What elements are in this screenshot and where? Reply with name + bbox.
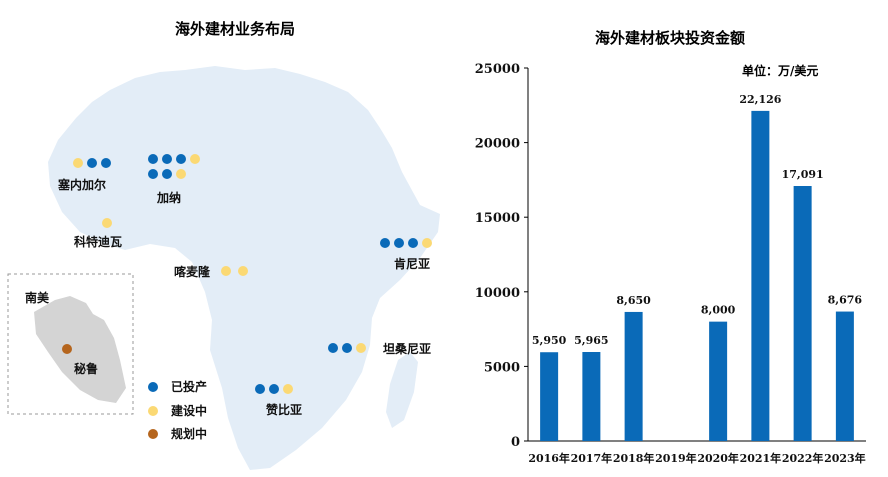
inset-label: 南美 bbox=[25, 290, 50, 305]
status-dot-construction bbox=[102, 218, 112, 228]
status-dot-operating bbox=[162, 169, 172, 179]
country-label-senegal: 塞内加尔 bbox=[58, 177, 106, 192]
country-label-zambia: 赞比亚 bbox=[265, 402, 302, 417]
status-dot-operating bbox=[87, 158, 97, 168]
status-dot-construction bbox=[356, 343, 366, 353]
data-label: 5,950 bbox=[532, 334, 567, 347]
map-panel: 海外建材业务布局 南美 塞内加尔 加纳 科特迪瓦 bbox=[7, 20, 440, 470]
data-label: 8,650 bbox=[616, 294, 651, 307]
status-dot-operating bbox=[176, 154, 186, 164]
status-dot-construction bbox=[422, 238, 432, 248]
status-dot-construction bbox=[283, 384, 293, 394]
ghana-dots bbox=[148, 154, 200, 179]
x-tick-label: 2018年 bbox=[613, 451, 655, 465]
bar bbox=[709, 321, 728, 441]
legend-operating-swatch bbox=[148, 382, 158, 392]
x-tick-label: 2016年 bbox=[528, 451, 570, 465]
y-ticks: 0 5000 10000 15000 20000 25000 bbox=[475, 62, 528, 450]
legend-planning-swatch bbox=[148, 429, 158, 439]
country-label-peru: 秘鲁 bbox=[74, 361, 98, 376]
x-tick-label: 2017年 bbox=[571, 451, 613, 465]
status-dot-operating bbox=[380, 238, 390, 248]
map-legend: 已投产 建设中 规划中 bbox=[148, 379, 207, 441]
status-dot-operating bbox=[394, 238, 404, 248]
category-labels: 2016年 2017年 2018年 2019年 2020年 2021年 2022年 2023年 bbox=[528, 451, 865, 465]
legend-construction-swatch bbox=[148, 406, 158, 416]
data-label: 5,965 bbox=[574, 334, 608, 347]
y-tick-label: 25000 bbox=[475, 62, 520, 77]
cameroon-dots bbox=[221, 266, 248, 276]
bar bbox=[793, 186, 812, 441]
chart-title: 海外建材板块投资金额 bbox=[594, 29, 745, 47]
y-tick-label: 5000 bbox=[484, 360, 520, 375]
country-label-tanzania: 坦桑尼亚 bbox=[383, 342, 431, 356]
x-tick-label: 2021年 bbox=[740, 451, 782, 465]
y-tick-label: 20000 bbox=[475, 137, 520, 152]
y-tick-label: 15000 bbox=[475, 211, 520, 226]
status-dot-operating bbox=[148, 154, 158, 164]
map-title: 海外建材业务布局 bbox=[174, 20, 295, 38]
bar bbox=[835, 311, 854, 441]
kenya-dots bbox=[380, 238, 432, 248]
status-dot-operating bbox=[101, 158, 111, 168]
chart-unit: 单位：万/美元 bbox=[742, 64, 819, 78]
status-dot-construction bbox=[176, 169, 186, 179]
x-tick-label: 2020年 bbox=[697, 451, 739, 465]
status-dot-construction bbox=[73, 158, 83, 168]
legend-operating-label: 已投产 bbox=[171, 379, 207, 394]
x-tick-label: 2022年 bbox=[782, 451, 824, 465]
senegal-dots bbox=[73, 158, 111, 168]
country-label-kenya: 肯尼亚 bbox=[394, 256, 430, 271]
zambia-dots bbox=[255, 384, 293, 394]
status-dot-operating bbox=[148, 169, 158, 179]
bar bbox=[751, 110, 770, 442]
status-dot-operating bbox=[162, 154, 172, 164]
data-label: 8,676 bbox=[828, 294, 863, 307]
status-dot-operating bbox=[408, 238, 418, 248]
y-tick-label: 0 bbox=[511, 435, 520, 450]
africa-map: 南美 塞内加尔 加纳 科特迪瓦 喀麦隆 bbox=[7, 66, 440, 470]
data-label: 22,126 bbox=[739, 93, 781, 106]
legend-construction-label: 建设中 bbox=[170, 403, 207, 418]
madagascar bbox=[386, 352, 418, 428]
data-label: 17,091 bbox=[782, 168, 824, 181]
status-dot-construction bbox=[221, 266, 231, 276]
x-tick-label: 2023年 bbox=[824, 451, 866, 465]
y-tick-label: 10000 bbox=[475, 286, 520, 301]
bar bbox=[582, 352, 601, 441]
country-label-cameroon: 喀麦隆 bbox=[174, 264, 211, 279]
legend-planning-label: 规划中 bbox=[171, 426, 207, 441]
tanzania-dots bbox=[328, 343, 366, 353]
data-labels: 5,950 5,965 8,650 8,000 22,126 17,091 8,676 bbox=[532, 93, 863, 347]
status-dot-construction bbox=[190, 154, 200, 164]
status-dot-operating bbox=[342, 343, 352, 353]
bar bbox=[624, 311, 643, 441]
status-dot-construction bbox=[238, 266, 248, 276]
country-label-cote-divoire: 科特迪瓦 bbox=[74, 234, 122, 249]
peru-outline bbox=[34, 296, 126, 403]
status-dot-operating bbox=[255, 384, 265, 394]
x-tick-label: 2019年 bbox=[655, 451, 697, 465]
bars bbox=[540, 110, 854, 442]
data-label: 8,000 bbox=[701, 304, 736, 317]
status-dot-operating bbox=[328, 343, 338, 353]
status-dot-operating bbox=[269, 384, 279, 394]
status-dot-planning bbox=[62, 344, 72, 354]
bar bbox=[540, 352, 559, 441]
country-label-ghana: 加纳 bbox=[156, 190, 181, 205]
